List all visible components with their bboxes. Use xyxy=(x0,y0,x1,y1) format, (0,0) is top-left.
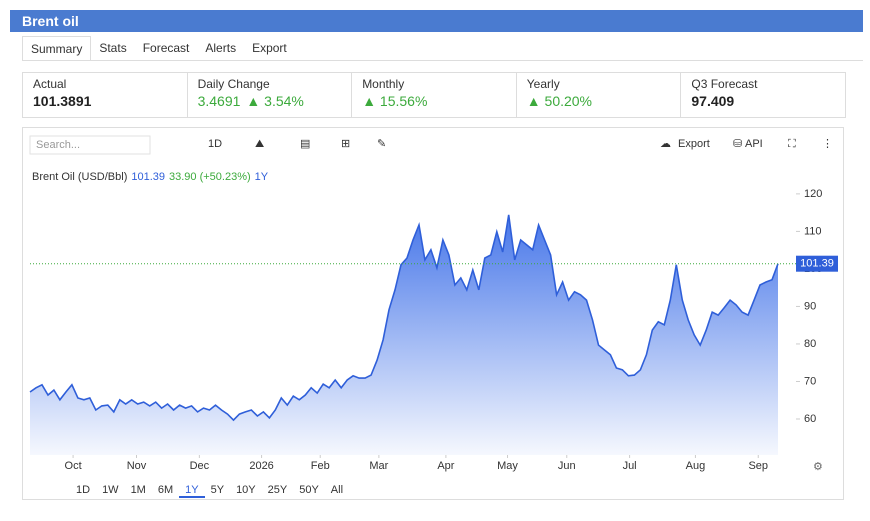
icon[interactable]: ✎ xyxy=(377,138,386,150)
icon[interactable]: ☁ xyxy=(660,138,671,150)
export[interactable]: Export xyxy=(678,138,710,150)
stats: Actual 101.3891 Daily Change 3.4691 ▲ 3.54% M… xyxy=(22,72,846,118)
x-tick-label: Apr xyxy=(437,460,454,472)
x-tick-label: May xyxy=(497,460,518,472)
y-tick-label: 90 xyxy=(804,300,816,312)
x-tick-label: Oct xyxy=(65,460,82,472)
y-tick-label: 110 xyxy=(804,225,822,237)
stat-row: ▲ 15.56% xyxy=(362,91,506,109)
icon[interactable]: ⛰ xyxy=(255,138,264,150)
stat-value: 101.3891 xyxy=(33,93,92,109)
stat-label: Yearly xyxy=(526,77,560,91)
stat: Actual 101.3891 xyxy=(23,73,188,117)
stat: Yearly ▲ 50.20% xyxy=(517,73,682,117)
settings-icon[interactable]: ⚙ xyxy=(813,461,823,473)
x-tick-label: 2026 xyxy=(249,460,273,472)
chart-box xyxy=(22,127,844,500)
legend-change: 33.90 (+50.23%) xyxy=(169,171,251,183)
legend: Brent Oil (USD/Bbl) 101.39 33.90 (+50.23%)… xyxy=(32,171,269,183)
legend-price: 101.39 xyxy=(131,171,165,183)
stat-change: ▲ 3.54% xyxy=(246,93,304,109)
stat-value: 3.4691 xyxy=(197,93,241,109)
y-tick-label: 70 xyxy=(804,375,816,387)
tab[interactable]: Summary xyxy=(22,36,92,60)
stat-label: Daily Change xyxy=(197,77,270,91)
legend-range: 1Y xyxy=(255,171,269,183)
y-tick-label: 60 xyxy=(804,413,816,425)
api[interactable]: API xyxy=(745,138,763,150)
x-tick-label: Jun xyxy=(558,460,576,472)
period[interactable]: 1D xyxy=(76,484,91,496)
icon[interactable]: ⋮ xyxy=(822,138,833,150)
x-tick-label: Dec xyxy=(190,460,210,472)
y-tick-label: 120 xyxy=(804,188,822,200)
periods: 1D 1W 1M 6M 1Y 5Y 10Y 25Y 50Y All xyxy=(70,484,349,498)
icon[interactable]: ⛁ xyxy=(733,138,742,150)
period[interactable]: 1M xyxy=(130,484,146,496)
last-price-label: 101.39 xyxy=(800,258,834,270)
stat-row: 101.3891 xyxy=(33,91,177,109)
period[interactable]: 10Y xyxy=(236,484,256,496)
stat-row: 3.4691 ▲ 3.54% xyxy=(198,91,342,109)
tab[interactable]: Alerts xyxy=(205,41,237,55)
x-tick-label: Feb xyxy=(311,460,330,472)
x-tick-label: Aug xyxy=(686,460,706,472)
tab[interactable]: Forecast xyxy=(142,41,190,55)
icon[interactable]: ⛶ xyxy=(788,138,796,150)
icon[interactable]: ⊞ xyxy=(341,138,350,150)
legend-name: Brent Oil (USD/Bbl) xyxy=(32,171,127,183)
period[interactable]: 1Y xyxy=(179,484,205,498)
area xyxy=(30,214,778,455)
x-tick-label: Sep xyxy=(748,460,768,472)
tab[interactable]: Export xyxy=(252,41,287,55)
last-price-box xyxy=(796,255,838,272)
stat-row: 97.409 xyxy=(691,91,835,109)
stat-label: Monthly xyxy=(362,77,405,91)
stat-label: Q3 Forecast xyxy=(691,77,758,91)
period[interactable]: 6M xyxy=(157,484,174,496)
stat: Monthly ▲ 15.56% xyxy=(352,73,517,117)
search[interactable]: Search... xyxy=(36,139,80,151)
period[interactable]: 25Y xyxy=(267,484,288,496)
stat-value: 97.409 xyxy=(691,93,735,109)
search-box[interactable] xyxy=(29,135,151,155)
stat-row: ▲ 50.20% xyxy=(527,91,671,109)
period[interactable]: 50Y xyxy=(299,484,319,496)
x-tick-label: Nov xyxy=(127,460,147,472)
x-tick-label: Mar xyxy=(369,460,388,472)
stat-label: Actual xyxy=(33,77,67,91)
period[interactable]: All xyxy=(330,484,344,496)
interval[interactable]: 1D xyxy=(208,138,222,150)
y-tick-label: 80 xyxy=(804,338,816,350)
stat: Daily Change 3.4691 ▲ 3.54% xyxy=(188,73,353,117)
period[interactable]: 5Y xyxy=(210,484,225,496)
header-title: Brent oil xyxy=(10,10,863,32)
line xyxy=(29,214,779,422)
tab[interactable]: Stats xyxy=(99,41,127,55)
x-tick-label: Jul xyxy=(623,460,637,472)
stat-change: ▲ 15.56% xyxy=(362,93,428,109)
stat-change: ▲ 50.20% xyxy=(526,93,593,109)
icon[interactable]: ▤ xyxy=(300,138,310,150)
stat: Q3 Forecast 97.409 xyxy=(681,73,845,117)
tabs: Summary Stats Forecast Alerts Export xyxy=(22,36,863,61)
period[interactable]: 1W xyxy=(102,484,119,496)
